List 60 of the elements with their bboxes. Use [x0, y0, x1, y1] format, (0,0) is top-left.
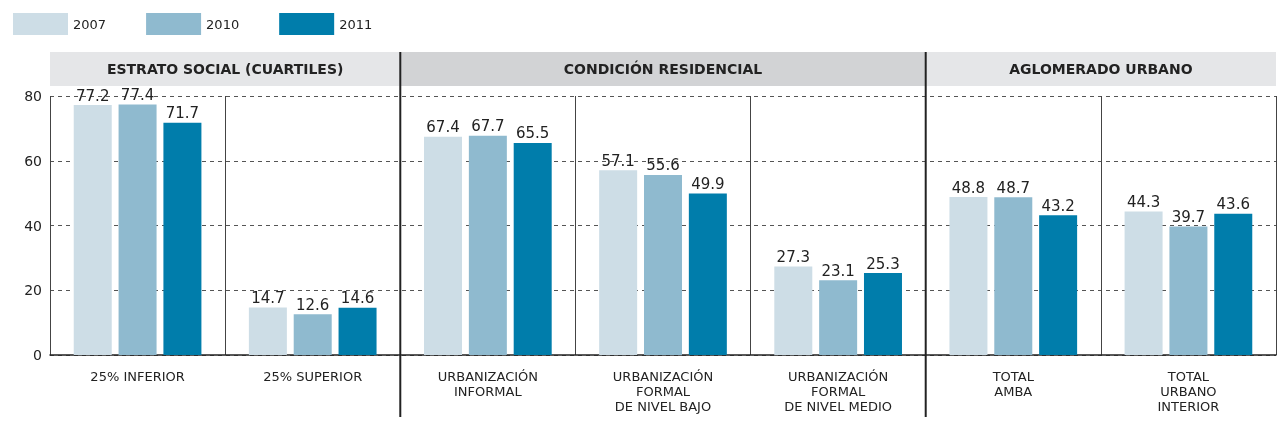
bar [293, 314, 332, 355]
data-label: 14.7 [251, 288, 285, 307]
bar [688, 193, 727, 355]
y-tick-label: 40 [24, 217, 42, 234]
bar [248, 307, 287, 355]
y-tick-label: 60 [24, 152, 42, 169]
bar [1124, 211, 1163, 355]
data-label: 67.7 [471, 117, 505, 136]
data-label: 48.7 [996, 178, 1030, 197]
data-label: 55.6 [646, 156, 680, 175]
data-label: 77.4 [120, 85, 155, 104]
y-tick-label: 20 [24, 282, 42, 299]
bar [118, 104, 157, 355]
bar [163, 122, 202, 355]
bar [644, 175, 682, 355]
data-label: 14.6 [340, 289, 375, 308]
x-tick-label: URBANIZACIÓN INFORMAL [437, 369, 539, 399]
data-label: 44.3 [1126, 193, 1161, 212]
bar [599, 170, 638, 355]
x-tick-label: URBANIZACIÓN FORMAL DE NIVEL BAJO [612, 369, 714, 414]
text: CONDICIÓN RESIDENCIAL [563, 60, 763, 77]
legend-label: 2011 [339, 16, 373, 32]
data-label: 67.4 [426, 118, 460, 137]
bar [424, 136, 463, 355]
x-tick-label: 25% SUPERIOR [263, 369, 363, 384]
x-tick-label: 25% INFERIOR [90, 369, 185, 384]
data-label: 23.1 [821, 261, 855, 280]
data-label: 43.6 [1216, 195, 1250, 214]
data-label: 77.2 [76, 86, 110, 105]
data-label: 27.3 [776, 248, 811, 267]
bar [73, 105, 112, 355]
bar [1169, 226, 1208, 355]
bar [1039, 215, 1078, 355]
data-label: 25.3 [866, 254, 900, 273]
data-label: 49.9 [691, 174, 725, 193]
data-label: 57.1 [601, 151, 635, 170]
bar [468, 135, 507, 355]
bar [994, 197, 1033, 355]
text: ESTRATO SOCIAL (CUARTILES) [106, 61, 344, 77]
x-tick-label: URBANIZACIÓN FORMAL DE NIVEL MEDIO [784, 369, 893, 414]
text: AGLOMERADO URBANO [1009, 61, 1193, 77]
bar [863, 273, 902, 355]
bar [1214, 213, 1253, 355]
x-tick-label: TOTAL URBANO INTERIOR [1157, 369, 1220, 414]
y-tick-label: 0 [33, 347, 42, 363]
data-label: 43.2 [1041, 196, 1075, 215]
data-label: 65.5 [515, 124, 550, 143]
legend-label: 2010 [206, 16, 240, 32]
x-tick-label: TOTAL AMBA [991, 369, 1035, 399]
data-label: 48.8 [951, 178, 986, 197]
y-tick-label: 80 [24, 88, 42, 104]
data-label: 39.7 [1171, 207, 1206, 226]
bar [338, 307, 377, 355]
data-label: 12.6 [296, 295, 330, 314]
data-label: 71.7 [165, 104, 200, 123]
bar [774, 266, 813, 355]
legend-label: 2007 [73, 16, 107, 32]
bar [513, 142, 552, 355]
bar [819, 280, 858, 355]
bar [949, 197, 988, 355]
